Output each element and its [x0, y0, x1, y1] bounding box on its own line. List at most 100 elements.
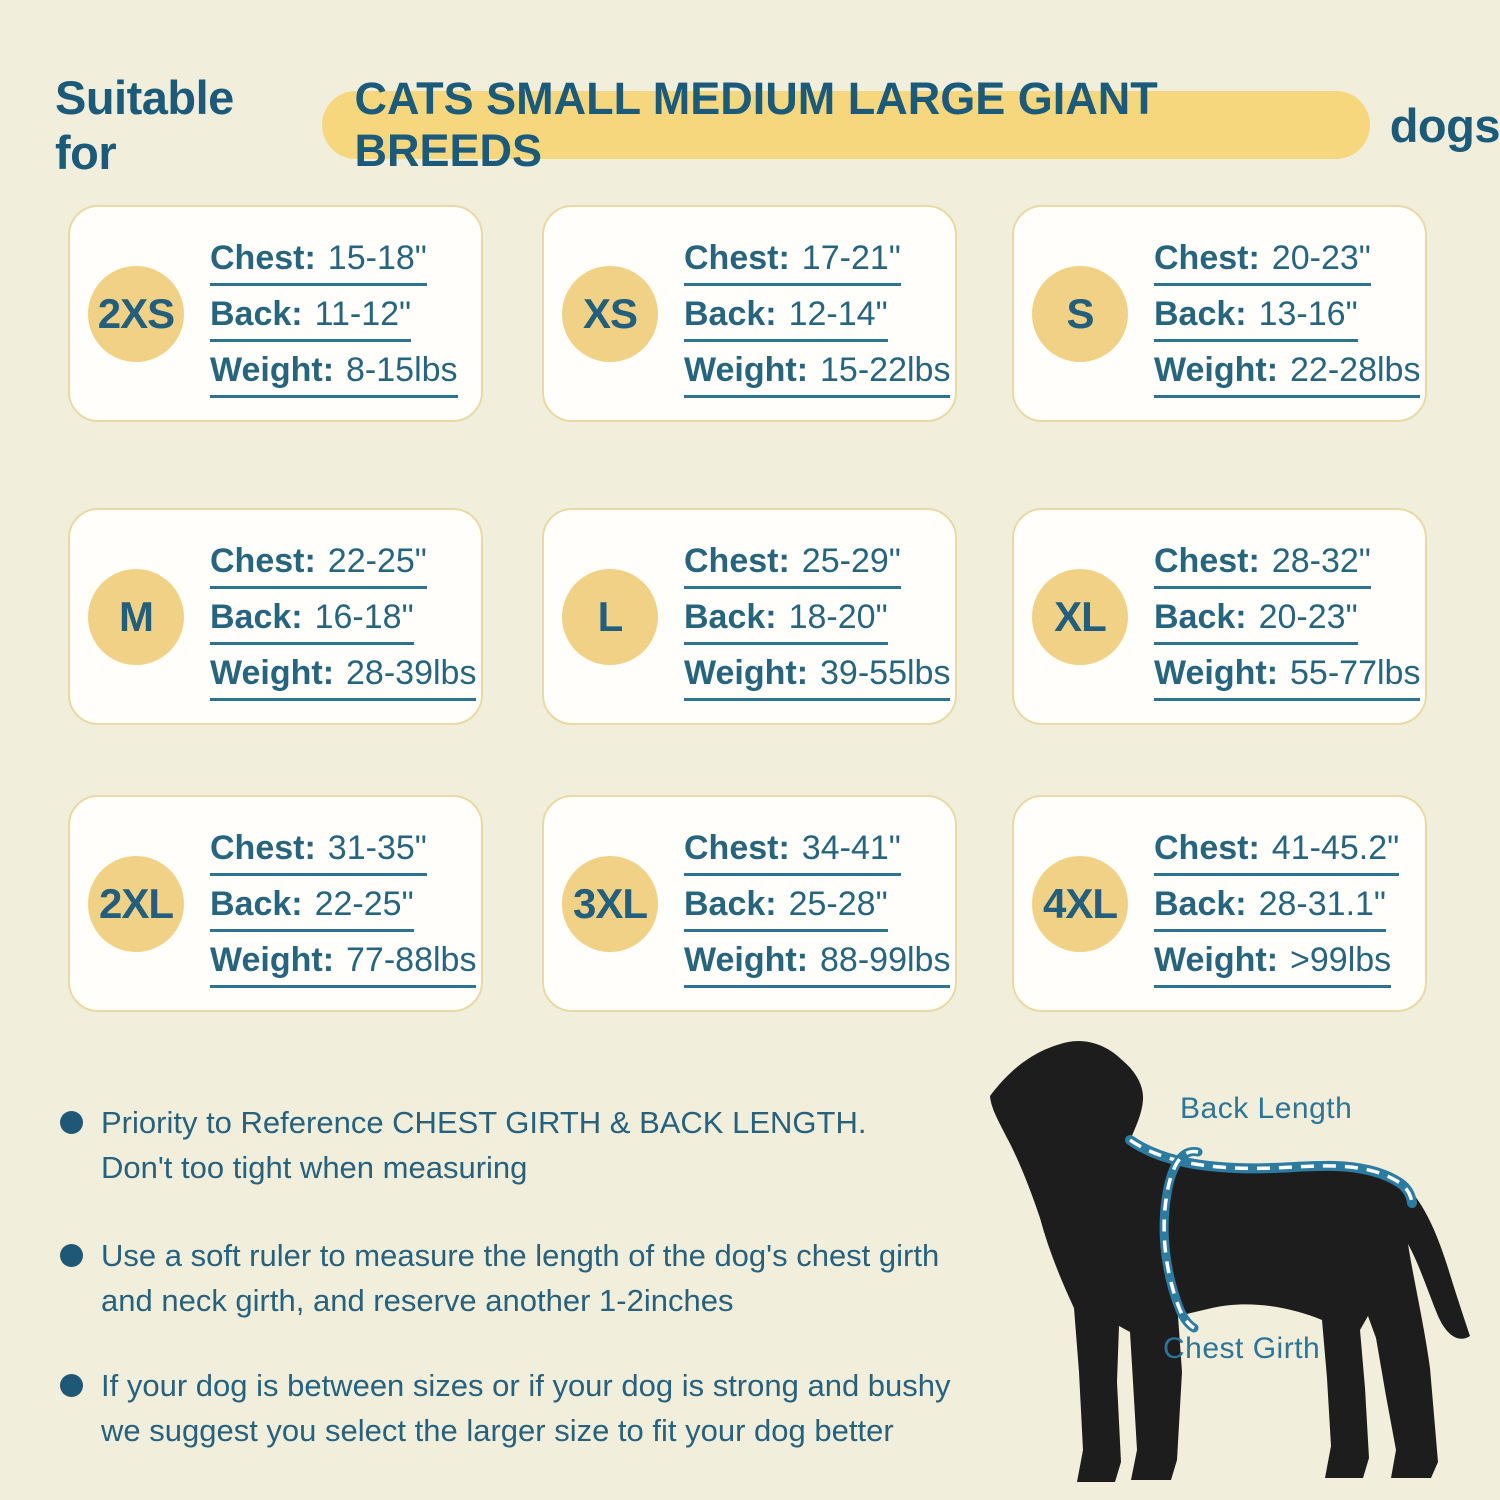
back-spec: Back: 13-16": [1154, 294, 1420, 342]
weight-label: Weight:: [210, 940, 335, 979]
back-value: 16-18": [314, 597, 414, 636]
chest-spec: Chest: 31-35": [210, 828, 476, 876]
back-value: 28-31.1": [1258, 884, 1386, 923]
size-card-s: S Chest: 20-23" Back: 13-16" Weight: 22-28l…: [1012, 205, 1427, 422]
back-value: 18-20": [788, 597, 888, 636]
weight-spec: Weight: >99lbs: [1154, 940, 1399, 988]
weight-spec: Weight: 8-15lbs: [210, 350, 458, 398]
size-card-4xl: 4XL Chest: 41-45.2" Back: 28-31.1" Weight:…: [1012, 795, 1427, 1012]
back-label: Back:: [1154, 294, 1247, 333]
bullet-dot-icon: [60, 1244, 83, 1267]
back-value: 13-16": [1258, 294, 1358, 333]
weight-label: Weight:: [1154, 350, 1279, 389]
back-label: Back:: [210, 597, 303, 636]
dog-silhouette-image: [990, 1040, 1470, 1482]
note-soft-ruler: Use a soft ruler to measure the length o…: [60, 1233, 939, 1323]
chest-spec: Chest: 25-29": [684, 541, 950, 589]
size-card-xl: XL Chest: 28-32" Back: 20-23" Weight: 55-77…: [1012, 508, 1427, 725]
size-badge: XL: [1032, 568, 1128, 665]
chest-label: Chest:: [210, 238, 316, 277]
title-highlight-text: CATS SMALL MEDIUM LARGE GIANT BREEDS: [354, 73, 1158, 176]
size-specs: Chest: 25-29" Back: 18-20" Weight: 39-55lbs: [684, 541, 951, 701]
chest-spec: Chest: 22-25": [210, 541, 476, 589]
note-line: Priority to Reference CHEST GIRTH & BACK…: [101, 1105, 867, 1140]
back-value: 12-14": [788, 294, 888, 333]
title-highlight-pill: CATS SMALL MEDIUM LARGE GIANT BREEDS: [322, 73, 1370, 176]
weight-label: Weight:: [684, 653, 809, 692]
chest-girth-label: Chest Girth: [1163, 1332, 1321, 1365]
back-label: Back:: [684, 884, 777, 923]
note-line: Don't too tight when measuring: [101, 1150, 528, 1185]
back-value: 25-28": [788, 884, 888, 923]
back-label: Back:: [210, 294, 303, 333]
bullet-dot-icon: [60, 1111, 83, 1134]
chest-spec: Chest: 34-41": [684, 828, 950, 876]
chest-value: 31-35": [327, 828, 427, 867]
size-specs: Chest: 31-35" Back: 22-25" Weight: 77-88lbs: [210, 828, 477, 988]
weight-value: 39-55lbs: [820, 653, 951, 692]
back-spec: Back: 11-12": [210, 294, 458, 342]
note-measuring-priority: Priority to Reference CHEST GIRTH & BACK…: [60, 1100, 866, 1190]
back-label: Back:: [1154, 884, 1247, 923]
note-line: Use a soft ruler to measure the length o…: [101, 1238, 940, 1273]
back-label: Back:: [210, 884, 303, 923]
back-spec: Back: 12-14": [684, 294, 950, 342]
back-length-line-dashes: [1128, 1138, 1414, 1204]
weight-spec: Weight: 39-55lbs: [684, 653, 951, 701]
chest-label: Chest:: [1154, 541, 1260, 580]
weight-value: >99lbs: [1290, 940, 1392, 979]
weight-label: Weight:: [1154, 653, 1279, 692]
dog-measurement-diagram: Back Length Chest Girth: [980, 1020, 1500, 1500]
weight-label: Weight:: [210, 350, 335, 389]
weight-value: 88-99lbs: [820, 940, 951, 979]
size-card-3xl: 3XL Chest: 34-41" Back: 25-28" Weight: 88-9…: [542, 795, 957, 1012]
size-card-2xl: 2XL Chest: 31-35" Back: 22-25" Weight: 77-8…: [68, 795, 483, 1012]
chest-spec: Chest: 15-18": [210, 238, 458, 286]
chest-spec: Chest: 28-32": [1154, 541, 1420, 589]
weight-label: Weight:: [684, 940, 809, 979]
chest-value: 41-45.2": [1271, 828, 1400, 867]
note-line: we suggest you select the larger size to…: [101, 1413, 894, 1448]
size-badge-label: M: [119, 592, 154, 640]
size-badge: M: [88, 568, 184, 665]
size-card-2xs: 2XS Chest: 15-18" Back: 11-12" Weight: 8-15…: [68, 205, 483, 422]
size-specs: Chest: 41-45.2" Back: 28-31.1" Weight: >99l…: [1154, 828, 1400, 988]
chest-label: Chest:: [210, 541, 316, 580]
chest-label: Chest:: [1154, 828, 1260, 867]
title-prefix: Suitable for: [55, 71, 234, 179]
chest-value: 17-21": [801, 238, 901, 277]
size-specs: Chest: 22-25" Back: 16-18" Weight: 28-39lbs: [210, 541, 477, 701]
weight-value: 15-22lbs: [820, 350, 951, 389]
chest-value: 28-32": [1271, 541, 1371, 580]
size-badge: 4XL: [1032, 855, 1128, 952]
chest-label: Chest:: [684, 541, 790, 580]
weight-spec: Weight: 15-22lbs: [684, 350, 951, 398]
size-card-xs: XS Chest: 17-21" Back: 12-14" Weight: 15-22…: [542, 205, 957, 422]
chest-value: 22-25": [327, 541, 427, 580]
back-length-label: Back Length: [1180, 1092, 1353, 1125]
chest-spec: Chest: 17-21": [684, 238, 950, 286]
back-spec: Back: 25-28": [684, 884, 950, 932]
back-spec: Back: 22-25": [210, 884, 476, 932]
size-specs: Chest: 15-18" Back: 11-12" Weight: 8-15lbs: [210, 238, 458, 398]
note-between-sizes: If your dog is between sizes or if your …: [60, 1363, 951, 1453]
weight-spec: Weight: 22-28lbs: [1154, 350, 1421, 398]
chest-spec: Chest: 41-45.2": [1154, 828, 1400, 876]
size-specs: Chest: 20-23" Back: 13-16" Weight: 22-28lbs: [1154, 238, 1421, 398]
title-suffix: dogs: [1389, 98, 1500, 152]
size-badge-label: L: [597, 592, 624, 640]
weight-value: 55-77lbs: [1290, 653, 1421, 692]
chest-value: 15-18": [327, 238, 427, 277]
weight-value: 22-28lbs: [1290, 350, 1421, 389]
weight-value: 8-15lbs: [346, 350, 458, 389]
weight-spec: Weight: 55-77lbs: [1154, 653, 1421, 701]
note-line: If your dog is between sizes or if your …: [101, 1368, 951, 1403]
size-badge: XS: [562, 265, 658, 362]
size-badge: S: [1032, 265, 1128, 362]
size-card-l: L Chest: 25-29" Back: 18-20" Weight: 39-55l…: [542, 508, 957, 725]
weight-spec: Weight: 77-88lbs: [210, 940, 477, 988]
weight-label: Weight:: [210, 653, 335, 692]
weight-value: 77-88lbs: [346, 940, 477, 979]
size-specs: Chest: 28-32" Back: 20-23" Weight: 55-77lbs: [1154, 541, 1421, 701]
size-badge-label: 2XS: [97, 289, 175, 337]
